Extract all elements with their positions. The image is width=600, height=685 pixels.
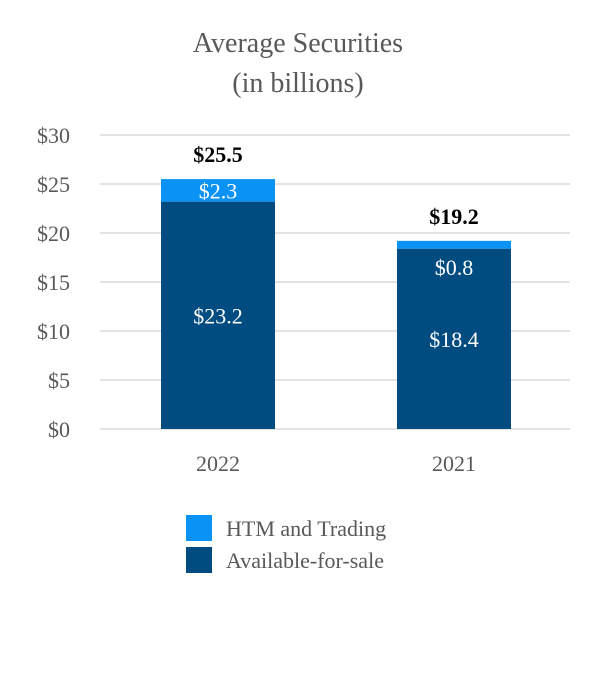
- y-tick-label: $20: [37, 221, 70, 246]
- bar-segment: [397, 248, 511, 429]
- total-label: $25.5: [193, 142, 243, 167]
- chart-subtitle: (in billions): [232, 68, 363, 99]
- y-tick-label: $0: [48, 417, 70, 442]
- data-label: $18.4: [429, 327, 479, 352]
- data-label: $23.2: [193, 303, 243, 328]
- y-tick-label: $25: [37, 172, 70, 197]
- data-label: $2.3: [199, 178, 238, 203]
- legend-label: Available-for-sale: [226, 548, 384, 573]
- legend-label: HTM and Trading: [226, 516, 386, 541]
- total-label: $19.2: [429, 204, 479, 229]
- y-tick-label: $5: [48, 368, 70, 393]
- bar-segment: [161, 201, 275, 429]
- chart-title: Average Securities: [193, 28, 403, 59]
- y-tick-label: $15: [37, 270, 70, 295]
- y-tick-label: $30: [37, 123, 70, 148]
- y-tick-label: $10: [37, 319, 70, 344]
- data-label: $0.8: [435, 255, 474, 280]
- legend-swatch: [186, 515, 212, 541]
- bar-segment: [397, 240, 511, 249]
- bar-segment: [161, 179, 275, 202]
- x-tick-label: 2022: [196, 451, 240, 476]
- legend-swatch: [186, 547, 212, 573]
- x-tick-label: 2021: [432, 451, 476, 476]
